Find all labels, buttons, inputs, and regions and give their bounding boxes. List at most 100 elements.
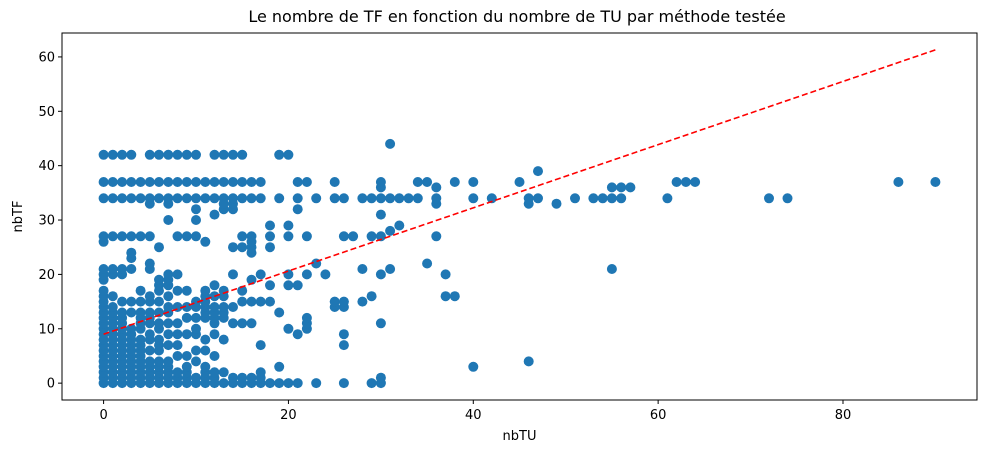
data-point (98, 231, 109, 242)
data-point (680, 177, 691, 187)
data-point (154, 307, 164, 318)
data-point (191, 149, 201, 160)
data-point (375, 193, 386, 204)
data-point (135, 307, 146, 318)
y-tick-label: 10 (38, 322, 55, 337)
data-point (468, 193, 479, 204)
data-point (126, 231, 137, 242)
data-point (246, 372, 257, 383)
data-point (449, 291, 460, 302)
data-point (893, 177, 904, 187)
data-point (107, 291, 118, 302)
data-point (209, 193, 220, 204)
data-point (181, 285, 192, 296)
data-point (163, 215, 174, 225)
data-point (135, 285, 146, 296)
data-point (163, 149, 174, 160)
data-point (107, 177, 118, 187)
data-point (200, 285, 211, 296)
data-point (265, 296, 275, 307)
data-point (172, 367, 183, 378)
data-point (588, 193, 599, 204)
data-point (163, 177, 174, 187)
data-point (209, 209, 220, 220)
data-point (468, 361, 479, 372)
data-point (283, 280, 294, 291)
data-point (228, 242, 238, 253)
data-point (181, 351, 192, 361)
data-point (468, 177, 479, 187)
data-point (292, 177, 303, 187)
data-point (200, 361, 211, 372)
data-point (533, 166, 543, 177)
data-point (338, 296, 349, 307)
data-point (181, 231, 192, 242)
data-point (144, 231, 155, 242)
y-tick-label: 60 (38, 50, 55, 65)
data-point (274, 193, 285, 204)
data-point (98, 285, 109, 296)
data-point (449, 177, 460, 187)
data-point (218, 177, 229, 187)
data-point (98, 264, 109, 274)
data-point (366, 291, 377, 302)
data-point (181, 177, 192, 187)
data-point (200, 177, 211, 187)
data-point (200, 334, 211, 345)
data-point (191, 312, 201, 323)
data-point (126, 149, 137, 160)
data-point (228, 302, 238, 312)
data-point (191, 204, 201, 215)
data-point (338, 193, 349, 204)
data-point (764, 193, 774, 204)
plot-area (98, 49, 941, 389)
data-point (366, 193, 377, 204)
data-point (246, 177, 257, 187)
data-point (246, 296, 257, 307)
data-point (265, 378, 275, 389)
data-point (301, 177, 312, 187)
data-point (514, 177, 525, 187)
data-point (292, 280, 303, 291)
data-point (135, 231, 146, 242)
data-point (265, 280, 275, 291)
data-point (486, 193, 497, 204)
data-point (301, 231, 312, 242)
data-point (154, 334, 164, 345)
data-point (191, 345, 201, 356)
data-point (209, 329, 220, 340)
data-point (172, 177, 183, 187)
data-point (690, 177, 701, 187)
data-point (144, 307, 155, 318)
data-point (163, 356, 174, 367)
data-point (209, 367, 220, 378)
data-point (255, 367, 266, 378)
data-point (311, 193, 322, 204)
data-point (265, 220, 275, 231)
data-point (126, 323, 137, 334)
data-point (135, 334, 146, 345)
data-point (172, 285, 183, 296)
chart-title: Le nombre de TF en fonction du nombre de… (248, 7, 785, 26)
plot-frame (61, 32, 978, 401)
data-point (181, 329, 192, 340)
data-point (625, 182, 636, 193)
data-point (246, 274, 257, 285)
y-axis-label: nbTF (11, 201, 26, 233)
data-point (209, 351, 220, 361)
data-point (606, 193, 617, 204)
data-point (237, 177, 248, 187)
data-point (172, 340, 183, 351)
data-point (191, 231, 201, 242)
data-point (385, 264, 396, 274)
y-tick-label: 50 (38, 105, 55, 120)
data-point (126, 177, 137, 187)
data-point (126, 296, 137, 307)
trend-line (103, 49, 936, 335)
data-point (107, 149, 118, 160)
data-point (163, 329, 174, 340)
data-point (403, 193, 414, 204)
data-point (606, 264, 617, 274)
data-point (228, 177, 238, 187)
